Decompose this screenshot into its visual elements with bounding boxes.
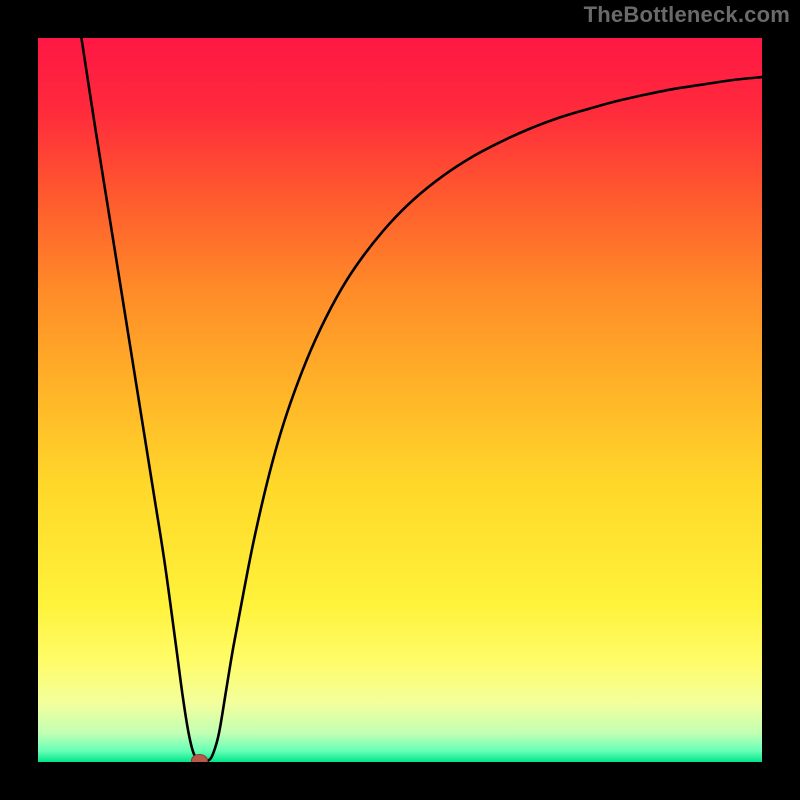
- bottleneck-curve: [81, 38, 762, 762]
- plot-area: [38, 38, 762, 762]
- chart-canvas: TheBottleneck.com: [0, 0, 800, 800]
- watermark-text: TheBottleneck.com: [584, 2, 790, 28]
- plot-svg-layer: [38, 38, 762, 762]
- min-marker: [191, 755, 207, 762]
